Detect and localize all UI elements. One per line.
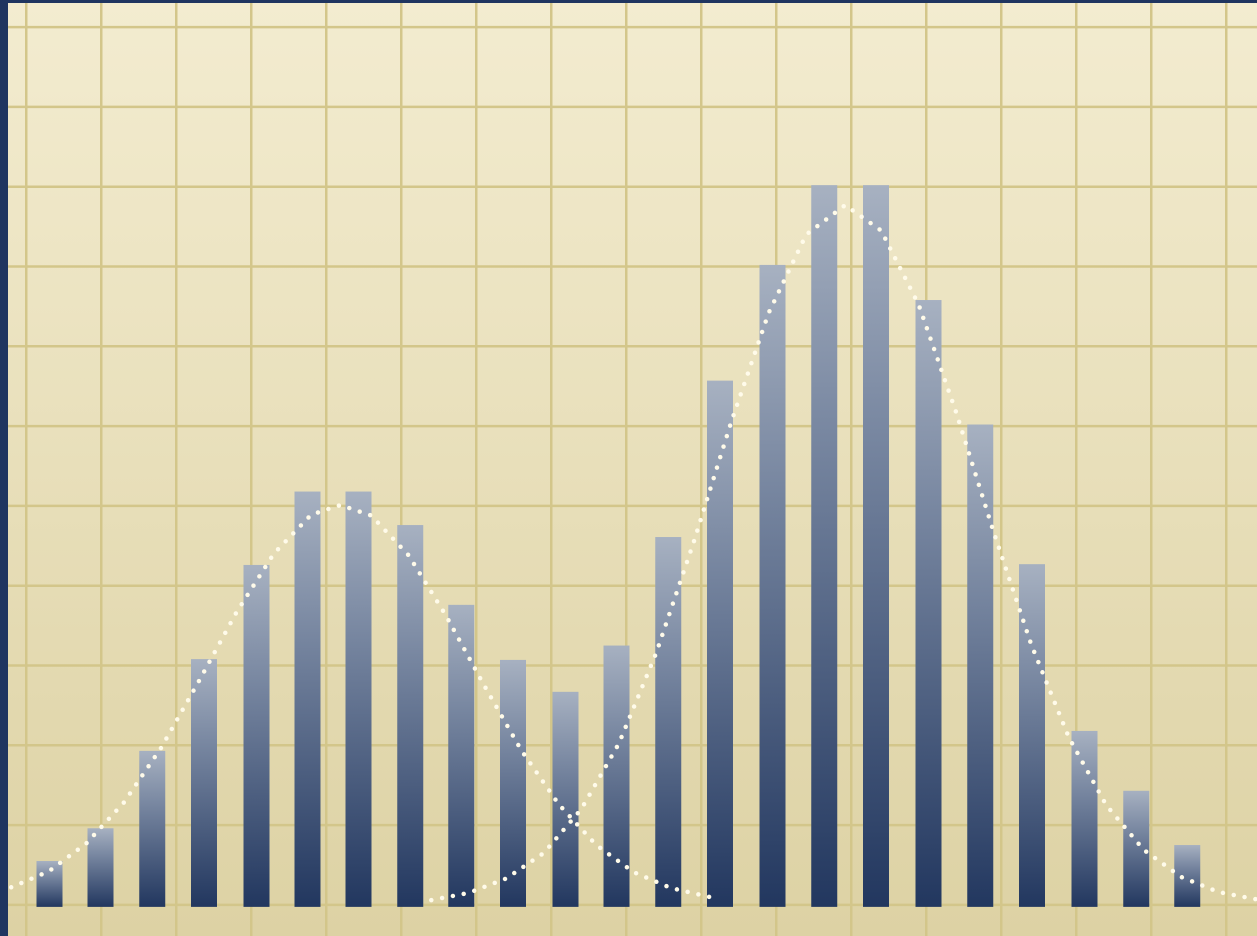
left-border [0,0,8,936]
bar [967,424,994,907]
density-curve [8,502,719,901]
curves [8,202,1257,903]
bar [191,659,217,907]
bar [1019,564,1045,907]
bar [294,491,321,907]
bar [1174,845,1201,907]
bar [915,300,942,907]
bar [1123,790,1150,907]
bar [500,659,526,907]
bar [759,264,786,907]
bar [655,537,682,907]
bar [603,645,630,907]
bar [707,380,733,907]
bar [243,564,270,907]
top-border [0,0,1257,3]
bar [345,491,372,907]
bar [36,860,63,907]
bar [397,525,424,907]
bar [863,185,889,907]
bars [36,185,1201,907]
bar [811,185,838,907]
density-curve [429,202,1257,903]
bar [1071,730,1098,907]
bar [87,828,114,907]
bar [448,604,475,907]
